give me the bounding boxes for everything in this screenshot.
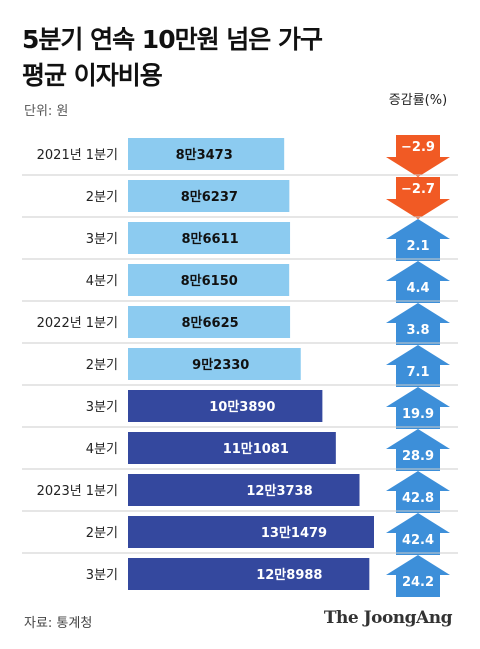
change-rate-label: 42.4	[402, 533, 434, 548]
bar	[128, 222, 291, 254]
change-rate-label: 4.4	[406, 281, 429, 296]
bar	[128, 390, 323, 422]
category-label: 2022년 1분기	[37, 316, 118, 331]
category-label: 4분기	[86, 442, 118, 457]
arrow-down-icon	[386, 177, 450, 219]
category-label: 4분기	[86, 274, 118, 289]
chart-title-line-1: 5분기 연속 10만원 넘은 가구	[22, 25, 323, 54]
arrow-up-icon	[386, 513, 450, 555]
bar-value-label: 12만8988	[256, 567, 322, 583]
arrow-down-icon	[386, 135, 450, 177]
category-label: 3분기	[86, 400, 118, 415]
bar	[128, 432, 336, 464]
change-rate-label: 2.1	[406, 239, 429, 254]
arrow-up-icon	[386, 303, 450, 345]
change-rate-label: 19.9	[402, 407, 434, 422]
publisher-logo: The JoongAng	[323, 608, 453, 628]
bar-value-label: 12만3738	[246, 483, 312, 499]
change-rate-label: 3.8	[406, 323, 429, 338]
category-label: 2021년 1분기	[37, 148, 118, 163]
bar-value-label: 8만6625	[181, 315, 238, 331]
change-rate-label: 7.1	[406, 365, 429, 380]
bar-value-label: 13만1479	[261, 525, 327, 541]
bar-value-label: 8만6611	[181, 231, 238, 247]
source-label: 자료: 통계청	[24, 616, 93, 631]
bar	[128, 306, 291, 338]
bar	[128, 264, 290, 296]
arrow-up-icon	[386, 219, 450, 261]
bar-value-label: 8만6237	[181, 189, 238, 205]
bar	[128, 348, 301, 380]
category-label: 2분기	[86, 526, 118, 541]
category-label: 2분기	[86, 358, 118, 373]
change-rate-label: 24.2	[402, 575, 434, 590]
arrow-up-icon	[386, 429, 450, 471]
category-label: 3분기	[86, 568, 118, 583]
arrow-up-icon	[386, 555, 450, 597]
change-rate-label: 28.9	[402, 449, 434, 464]
bar	[128, 180, 290, 212]
chart-title: 5분기 연속 10만원 넘은 가구 평균 이자비용	[22, 22, 323, 94]
arrow-up-icon	[386, 345, 450, 387]
category-label: 3분기	[86, 232, 118, 247]
bar-value-label: 10만3890	[209, 399, 275, 415]
arrow-up-icon	[386, 261, 450, 303]
chart-title-line-2: 평균 이자비용	[22, 61, 163, 90]
bar	[128, 558, 370, 590]
bar	[128, 474, 360, 506]
arrow-up-icon	[386, 387, 450, 429]
bar	[128, 516, 374, 548]
change-rate-label: 42.8	[402, 491, 434, 506]
bar-value-label: 8만6150	[181, 273, 238, 289]
change-rate-label: −2.7	[401, 182, 435, 197]
category-label: 2023년 1분기	[37, 484, 118, 499]
unit-label: 단위: 원	[24, 104, 69, 119]
arrow-up-icon	[386, 471, 450, 513]
bar-value-label: 8만3473	[176, 147, 233, 163]
bar	[128, 138, 285, 170]
change-rate-header: 증감률(%)	[388, 93, 448, 108]
bar-value-label: 11만1081	[223, 441, 289, 457]
bar-value-label: 9만2330	[192, 357, 249, 373]
category-label: 2분기	[86, 190, 118, 205]
change-rate-label: −2.9	[401, 140, 435, 155]
